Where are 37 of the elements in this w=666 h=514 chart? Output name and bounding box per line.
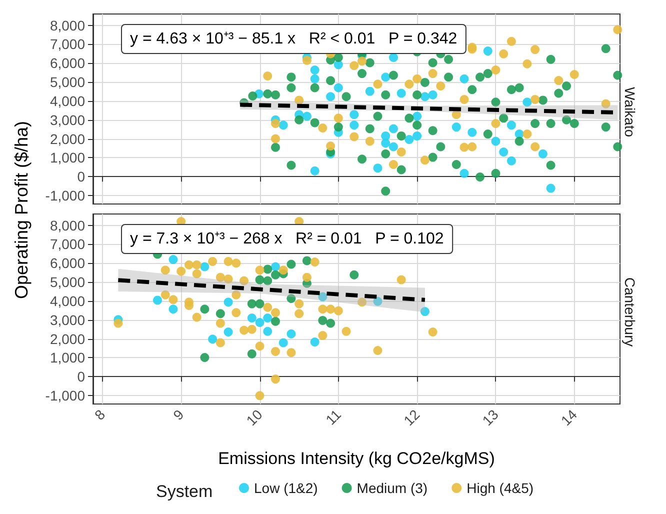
y-tick-label: 6,000 [50,255,86,272]
y-tick-label: 5,000 [50,74,86,90]
y-tick-label: 3,000 [50,312,86,328]
y-tick-label: 5,000 [50,274,86,290]
y-tick-label: 3,000 [50,112,86,128]
x-tick-label: 9 [170,406,187,424]
y-tick-label: 8,000 [50,217,86,234]
y-tick-label: 1,000 [50,350,86,366]
legend-title: System [156,482,213,501]
y-tick-label: 0 [77,368,86,385]
legend-label: Medium (3) [356,480,428,496]
x-tick-label: 13 [479,406,502,429]
legend-label: High (4&5) [466,480,534,496]
y-tick-label: 8,000 [50,17,86,34]
y-tick-label: -1,000 [45,387,86,404]
x-tick-label: 14 [558,406,580,429]
x-tick-label: 8 [91,406,108,424]
x-tick-label: 10 [243,406,266,429]
y-tick-label: 0 [77,168,86,185]
x-tick-label: 11 [322,406,344,428]
y-tick-label: -1,000 [45,187,86,204]
y-tick-label: 2,000 [50,330,86,347]
y-axis-title: Operating Profit ($/ha) [12,120,32,300]
annotation: y = 4.63 × 10⁺³ − 85.1 x R² < 0.01 P = 0.342 [130,30,458,48]
y-tick-label: 4,000 [50,92,86,109]
y-tick-label: 6,000 [50,55,86,72]
x-tick-label: 12 [400,406,423,429]
x-axis-title: Emissions Intensity (kg CO2e/kgMS) [218,449,495,468]
y-tick-label: 4,000 [50,292,86,309]
text: Canterbury [622,277,638,347]
y-tick-label: 2,000 [50,130,86,147]
y-tick-label: 7,000 [50,36,86,52]
text: Waikato [622,86,638,138]
y-tick-label: 1,000 [50,150,86,166]
y-tick-label: 7,000 [50,236,86,252]
annotation: y = 7.3 × 10⁺³ − 268 x R² = 0.01 P = 0.102 [130,230,444,248]
legend-label: Low (1&2) [254,480,318,496]
